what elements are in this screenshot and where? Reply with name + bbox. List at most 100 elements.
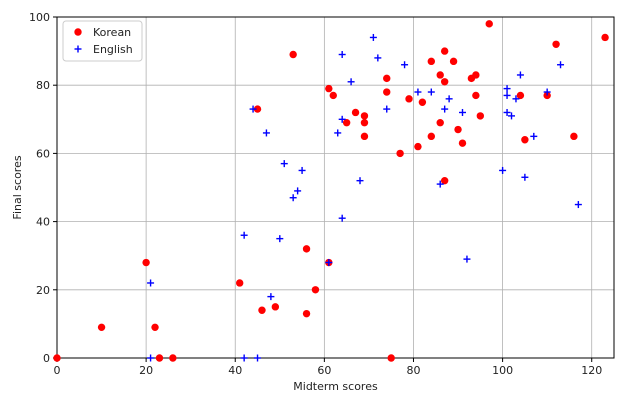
korean-point	[396, 149, 404, 158]
english-point	[147, 279, 155, 287]
korean-point	[387, 354, 395, 362]
english-point	[516, 71, 524, 79]
english-point	[414, 88, 422, 96]
y-tick-label: 0	[43, 352, 50, 365]
english-point	[521, 173, 529, 181]
plot-frame	[56, 16, 615, 359]
korean-point	[289, 50, 297, 59]
english-point	[441, 105, 449, 113]
legend-box	[62, 20, 143, 62]
korean-point	[311, 286, 320, 294]
english-point	[503, 108, 511, 116]
korean-point	[142, 258, 150, 267]
y-axis-label: Final scores	[11, 155, 24, 219]
korean-point	[302, 309, 311, 318]
english-point	[334, 129, 342, 137]
korean-point	[271, 303, 280, 311]
english-point	[401, 61, 409, 69]
korean-point	[253, 105, 262, 113]
korean-point	[351, 108, 360, 117]
korean-point	[383, 74, 391, 83]
korean-point	[360, 119, 369, 127]
english-point	[338, 214, 346, 222]
korean-point	[53, 354, 61, 362]
english-point	[463, 255, 471, 263]
english-point	[512, 95, 520, 103]
korean-point	[151, 323, 159, 332]
korean-point	[97, 323, 106, 332]
x-axis-label: Midterm scores	[293, 380, 378, 393]
x-tick-label: 0	[54, 364, 61, 377]
y-tick-label: 100	[29, 11, 50, 24]
english-point	[503, 91, 511, 99]
korean-point	[552, 40, 560, 48]
english-point	[240, 354, 248, 362]
korean-point	[440, 176, 449, 185]
korean-point	[383, 88, 391, 96]
korean-point	[476, 112, 485, 120]
english-point	[298, 166, 306, 174]
korean-point	[472, 91, 480, 100]
x-tick-label: 80	[406, 364, 420, 377]
korean-point	[472, 71, 480, 79]
y-tick-label: 20	[36, 284, 50, 297]
y-tick-label: 40	[36, 216, 50, 229]
korean-point	[405, 95, 413, 103]
x-tick-label: 100	[492, 364, 513, 377]
english-point	[574, 201, 582, 209]
korean-point	[302, 245, 311, 253]
english-point	[147, 354, 155, 362]
korean-point	[570, 132, 578, 141]
english-point	[267, 293, 275, 301]
korean-point	[521, 136, 529, 144]
english-point	[347, 78, 355, 86]
english-point	[294, 187, 302, 195]
english-point	[503, 85, 511, 93]
y-tick-label: 60	[36, 147, 50, 160]
korean-point	[342, 119, 351, 127]
legend-korean-label: Korean	[93, 26, 131, 39]
english-point	[458, 108, 466, 116]
english-point	[356, 177, 364, 185]
korean-point	[258, 306, 266, 314]
korean-point	[360, 112, 369, 120]
legend-korean-marker	[74, 28, 82, 36]
english-point	[276, 235, 284, 243]
english-point	[543, 88, 551, 96]
english-point	[338, 115, 346, 123]
korean-point	[454, 125, 462, 134]
korean-point	[329, 91, 337, 100]
legend-english-marker	[74, 45, 82, 53]
english-point	[338, 51, 346, 59]
korean-point	[440, 47, 449, 55]
english-point	[445, 95, 453, 103]
korean-point	[325, 84, 333, 93]
korean-point	[169, 354, 177, 362]
korean-point	[414, 142, 422, 151]
x-tick-label: 20	[139, 364, 153, 377]
korean-point	[427, 132, 436, 141]
x-tick-label: 120	[581, 364, 602, 377]
english-point	[530, 132, 538, 140]
english-point	[499, 166, 507, 174]
korean-point	[449, 57, 458, 66]
x-tick-label: 60	[317, 364, 331, 377]
y-tick-label: 80	[36, 79, 50, 92]
legend-english-label: English	[93, 43, 133, 56]
korean-point	[485, 20, 493, 28]
korean-point	[235, 279, 244, 287]
korean-point	[427, 57, 436, 66]
english-point	[280, 160, 288, 168]
korean-point	[360, 132, 369, 141]
korean-point	[436, 119, 444, 127]
korean-point	[436, 71, 444, 79]
english-point	[249, 105, 257, 113]
english-point	[325, 259, 333, 267]
english-point	[383, 105, 391, 113]
english-point	[369, 33, 377, 41]
english-point	[240, 231, 248, 239]
english-point	[262, 129, 270, 137]
english-point	[436, 180, 444, 188]
